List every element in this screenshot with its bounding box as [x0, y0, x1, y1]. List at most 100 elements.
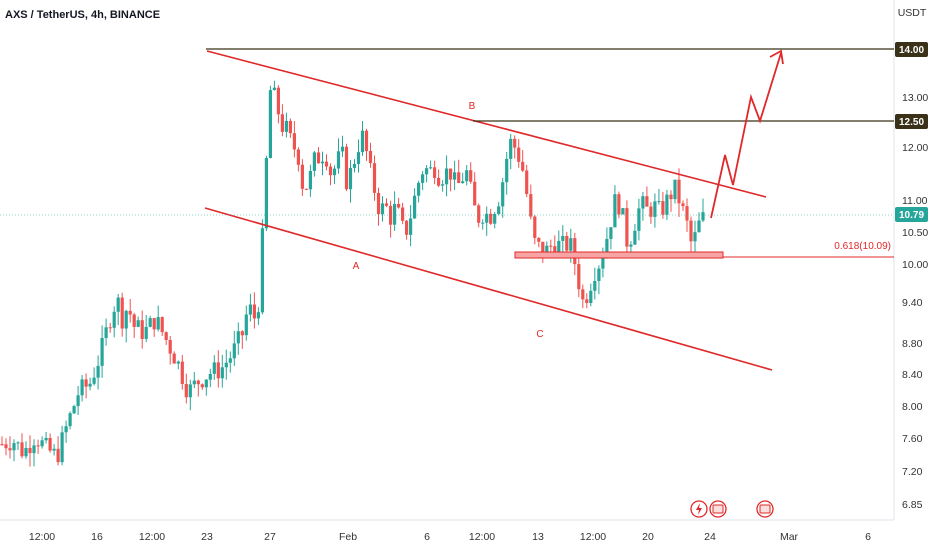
time-tick-label: 6: [424, 531, 430, 543]
candle-down: [541, 241, 545, 257]
candle-up: [204, 379, 208, 388]
candle-down: [477, 205, 481, 223]
candle-up: [593, 281, 597, 291]
candle-down: [180, 361, 184, 384]
candle-up: [633, 230, 637, 245]
candle-up: [148, 318, 152, 327]
candle-up: [613, 194, 617, 228]
candle-up: [112, 311, 116, 328]
candle-up: [236, 331, 240, 344]
candle-up: [505, 158, 509, 183]
candle-down: [296, 149, 300, 165]
price-tick-label: 8.00: [902, 401, 923, 413]
candle-down: [300, 164, 304, 189]
candle-up: [232, 343, 236, 359]
time-tick-label: 12:00: [139, 531, 165, 543]
time-tick-label: 12:00: [580, 531, 606, 543]
candle-up: [481, 222, 485, 224]
candle-down: [160, 317, 164, 333]
price-tick-label: 9.40: [902, 297, 923, 309]
candle-up: [425, 168, 429, 175]
candle-down: [140, 320, 144, 339]
candle-down: [120, 297, 124, 329]
earnings-event-icon[interactable]: [709, 500, 727, 518]
candle-down: [469, 170, 473, 182]
candle-down: [581, 289, 585, 300]
candle-up: [497, 206, 501, 214]
candle-up: [96, 365, 100, 378]
candle-up: [557, 240, 561, 253]
time-tick-label: 12:00: [469, 531, 495, 543]
candle-up: [224, 362, 228, 368]
candle-up: [256, 312, 260, 319]
candle-down: [625, 208, 629, 247]
candle-down: [525, 170, 529, 194]
time-tick-label: Feb: [339, 531, 357, 543]
projection-arrow-path: [710, 52, 782, 219]
price-tick-label: 11.00: [902, 195, 928, 207]
candle-down: [517, 147, 521, 162]
candle-down: [292, 133, 296, 150]
candle-down: [457, 172, 461, 183]
candle-up: [144, 326, 148, 339]
candle-down: [405, 220, 409, 235]
candle-up: [348, 167, 353, 190]
candle-down: [449, 168, 453, 180]
price-tick-label: 10.00: [902, 259, 928, 271]
candle-up: [336, 151, 341, 169]
time-tick-label: 12:00: [29, 531, 55, 543]
candle-down: [328, 166, 333, 176]
candle-up: [264, 158, 268, 229]
price-tick-label: 12.00: [902, 142, 928, 154]
candle-down: [661, 201, 665, 215]
candle-down: [549, 245, 553, 247]
candle-up: [40, 440, 44, 447]
candle-up: [260, 228, 264, 313]
candle-up: [88, 383, 92, 387]
price-axis[interactable]: USDT 13.00 12.00 11.00 10.50 10.00 9.40 8.80 8.…: [898, 7, 929, 511]
candle-up: [68, 413, 72, 427]
candle-down: [397, 204, 401, 208]
candle-up: [509, 138, 513, 159]
candle-up: [32, 445, 36, 454]
candle-down: [368, 151, 373, 164]
time-tick-label: 23: [201, 531, 213, 543]
candle-down: [252, 304, 256, 319]
candle-up: [409, 218, 413, 235]
candle-up: [116, 297, 120, 312]
event-markers[interactable]: [690, 500, 774, 518]
candle-down: [288, 120, 292, 134]
time-tick-label: Mar: [780, 531, 799, 543]
candle-up: [60, 432, 64, 463]
channel-upper-line: [206, 50, 767, 198]
candle-up: [453, 172, 457, 180]
candle-down: [84, 379, 88, 387]
candle-up: [156, 317, 160, 330]
price-tick-label: 8.40: [902, 369, 923, 381]
candle-up: [597, 268, 601, 281]
candle-down: [685, 206, 689, 221]
candle-up: [665, 194, 669, 215]
candle-down: [553, 246, 557, 253]
candle-down: [316, 152, 321, 164]
candle-up: [244, 314, 248, 336]
candle-down: [56, 448, 60, 463]
candle-down: [513, 138, 517, 148]
candle-up: [501, 182, 505, 207]
candle-up: [621, 208, 625, 215]
candle-down: [533, 216, 537, 238]
candle-up: [308, 171, 312, 190]
candle-down: [20, 442, 24, 457]
candle-down: [529, 194, 533, 217]
candle-up: [461, 181, 465, 183]
dividend-event-icon[interactable]: [690, 500, 708, 518]
candle-up: [24, 448, 28, 457]
candle-up: [16, 442, 20, 444]
candle-up: [100, 338, 104, 366]
price-tick-label: 7.20: [902, 466, 923, 478]
wave-label-a: A: [353, 261, 360, 272]
time-axis[interactable]: 12:00 16 12:00 23 27 Feb 6 12:00 13 12:00 20 24 Mar 6: [29, 531, 871, 543]
candle-down: [372, 163, 377, 193]
earnings-event-icon-2[interactable]: [756, 500, 774, 518]
